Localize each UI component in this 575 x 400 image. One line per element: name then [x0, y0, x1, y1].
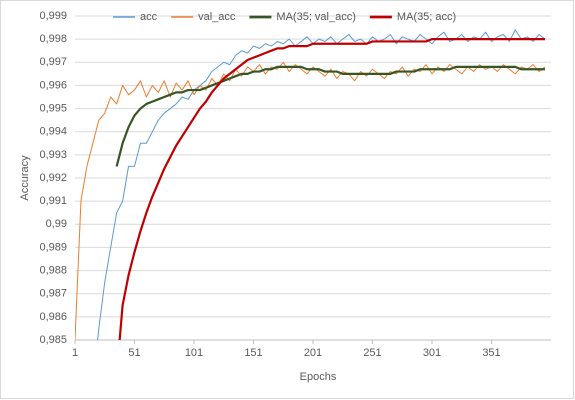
line-series: [118, 38, 546, 340]
x-tick-label: 351: [482, 347, 500, 359]
y-tick-label: 0,998: [39, 33, 67, 45]
y-tick-label: 0,993: [39, 149, 67, 161]
legend-label: val_acc: [198, 11, 236, 23]
y-tick-label: 0,987: [39, 288, 67, 300]
line-series: [97, 29, 546, 340]
y-tick-label: 0,992: [39, 172, 67, 184]
legend-label: MA(35; acc): [397, 11, 456, 23]
y-axis-title: Accuracy: [19, 155, 31, 201]
y-tick-label: 0,997: [39, 56, 67, 68]
x-tick-label: 151: [244, 347, 262, 359]
x-tick-label: 301: [423, 347, 441, 359]
x-axis-title: Epochs: [300, 371, 337, 383]
y-tick-label: 0,989: [39, 241, 67, 253]
x-tick-label: 101: [185, 347, 203, 359]
y-tick-label: 0,986: [39, 311, 67, 323]
y-tick-label: 0,985: [39, 334, 67, 346]
y-tick-label: 0,995: [39, 102, 67, 114]
legend-label: MA(35; val_acc): [276, 11, 355, 23]
y-tick-label: 0,994: [39, 126, 67, 138]
x-tick-label: 251: [363, 347, 381, 359]
plot-area: [75, 29, 546, 340]
y-tick-label: 0,996: [39, 79, 67, 91]
line-series: [75, 61, 546, 340]
y-tick-label: 0,988: [39, 264, 67, 276]
y-tick-label: 0,99: [46, 218, 67, 230]
x-tick-label: 1: [72, 347, 78, 359]
x-tick-label: 201: [304, 347, 322, 359]
y-tick-label: 0,999: [39, 10, 67, 22]
y-tick-label: 0,991: [39, 195, 67, 207]
legend-label: acc: [140, 11, 158, 23]
x-tick-label: 51: [128, 347, 140, 359]
line-series: [115, 65, 546, 167]
